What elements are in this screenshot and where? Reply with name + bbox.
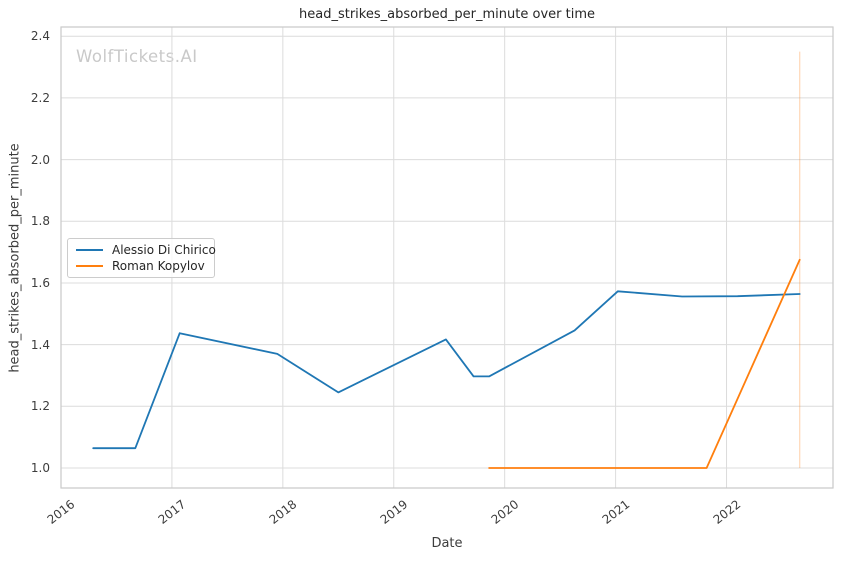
watermark-text: WolfTickets.AI xyxy=(76,47,198,66)
legend-box: Alessio Di Chirico Roman Kopylov xyxy=(67,238,216,278)
legend-label: Roman Kopylov xyxy=(112,259,205,273)
y-tick-label: 2.4 xyxy=(30,29,50,44)
legend-line-swatch xyxy=(76,265,103,267)
y-tick-label: 1.8 xyxy=(30,214,50,229)
chart-title: head_strikes_absorbed_per_minute over ti… xyxy=(299,7,595,22)
y-tick-label: 2.0 xyxy=(30,152,50,167)
legend-label: Alessio Di Chirico xyxy=(112,243,216,257)
series-line-0 xyxy=(92,290,801,450)
legend-item: Roman Kopylov xyxy=(76,259,206,273)
legend-item: Alessio Di Chirico xyxy=(76,243,216,257)
y-tick-label: 1.0 xyxy=(30,460,50,475)
y-tick-label: 1.4 xyxy=(30,337,50,352)
series-line-1 xyxy=(488,258,801,469)
y-tick-label: 1.2 xyxy=(30,399,50,414)
plot-border xyxy=(60,26,834,489)
y-tick-label: 2.2 xyxy=(30,90,50,105)
x-axis-label: Date xyxy=(431,536,463,551)
legend-line-swatch xyxy=(76,249,103,251)
y-tick-label: 1.6 xyxy=(30,275,50,290)
